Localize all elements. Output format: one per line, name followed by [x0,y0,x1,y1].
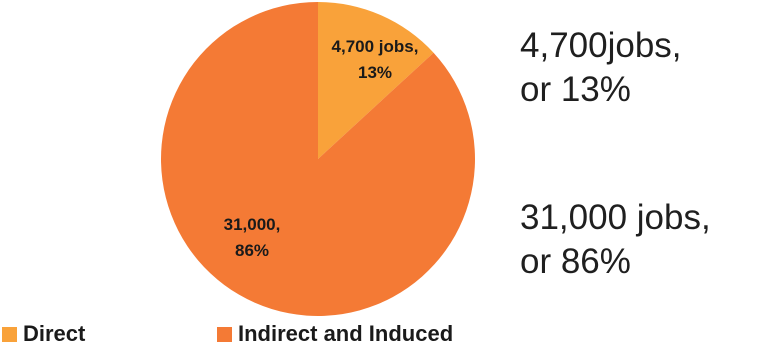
legend-swatch-indirect [217,326,232,342]
data-label-direct: 4,700 jobs, 13% [332,37,419,82]
indirect-annotation-line1: 31,000 jobs, [520,198,711,237]
pie-slice-direct [318,2,434,159]
data-label-line: 4,700 jobs, [332,37,419,56]
direct-annotation-line1: 4,700jobs, [520,26,682,65]
data-label-line: 86% [235,241,269,260]
direct-annotation: 4,700jobs, or 13% [520,24,682,112]
legend-item-direct: Direct [2,318,85,350]
legend-item-indirect: Indirect and Induced [217,318,453,350]
legend-label-indirect: Indirect and Induced [238,321,454,346]
indirect-annotation: 31,000 jobs, or 86% [520,196,711,284]
data-label-line: 13% [358,63,392,82]
data-label-indirect: 31,000, 86% [224,215,281,260]
legend-label-direct: Direct [23,321,86,346]
data-label-line: 31,000, [224,215,281,234]
pie-slice-indirect [161,2,475,316]
direct-annotation-line2: or 13% [520,70,631,109]
indirect-annotation-line2: or 86% [520,242,631,281]
legend-swatch-direct [2,326,17,342]
